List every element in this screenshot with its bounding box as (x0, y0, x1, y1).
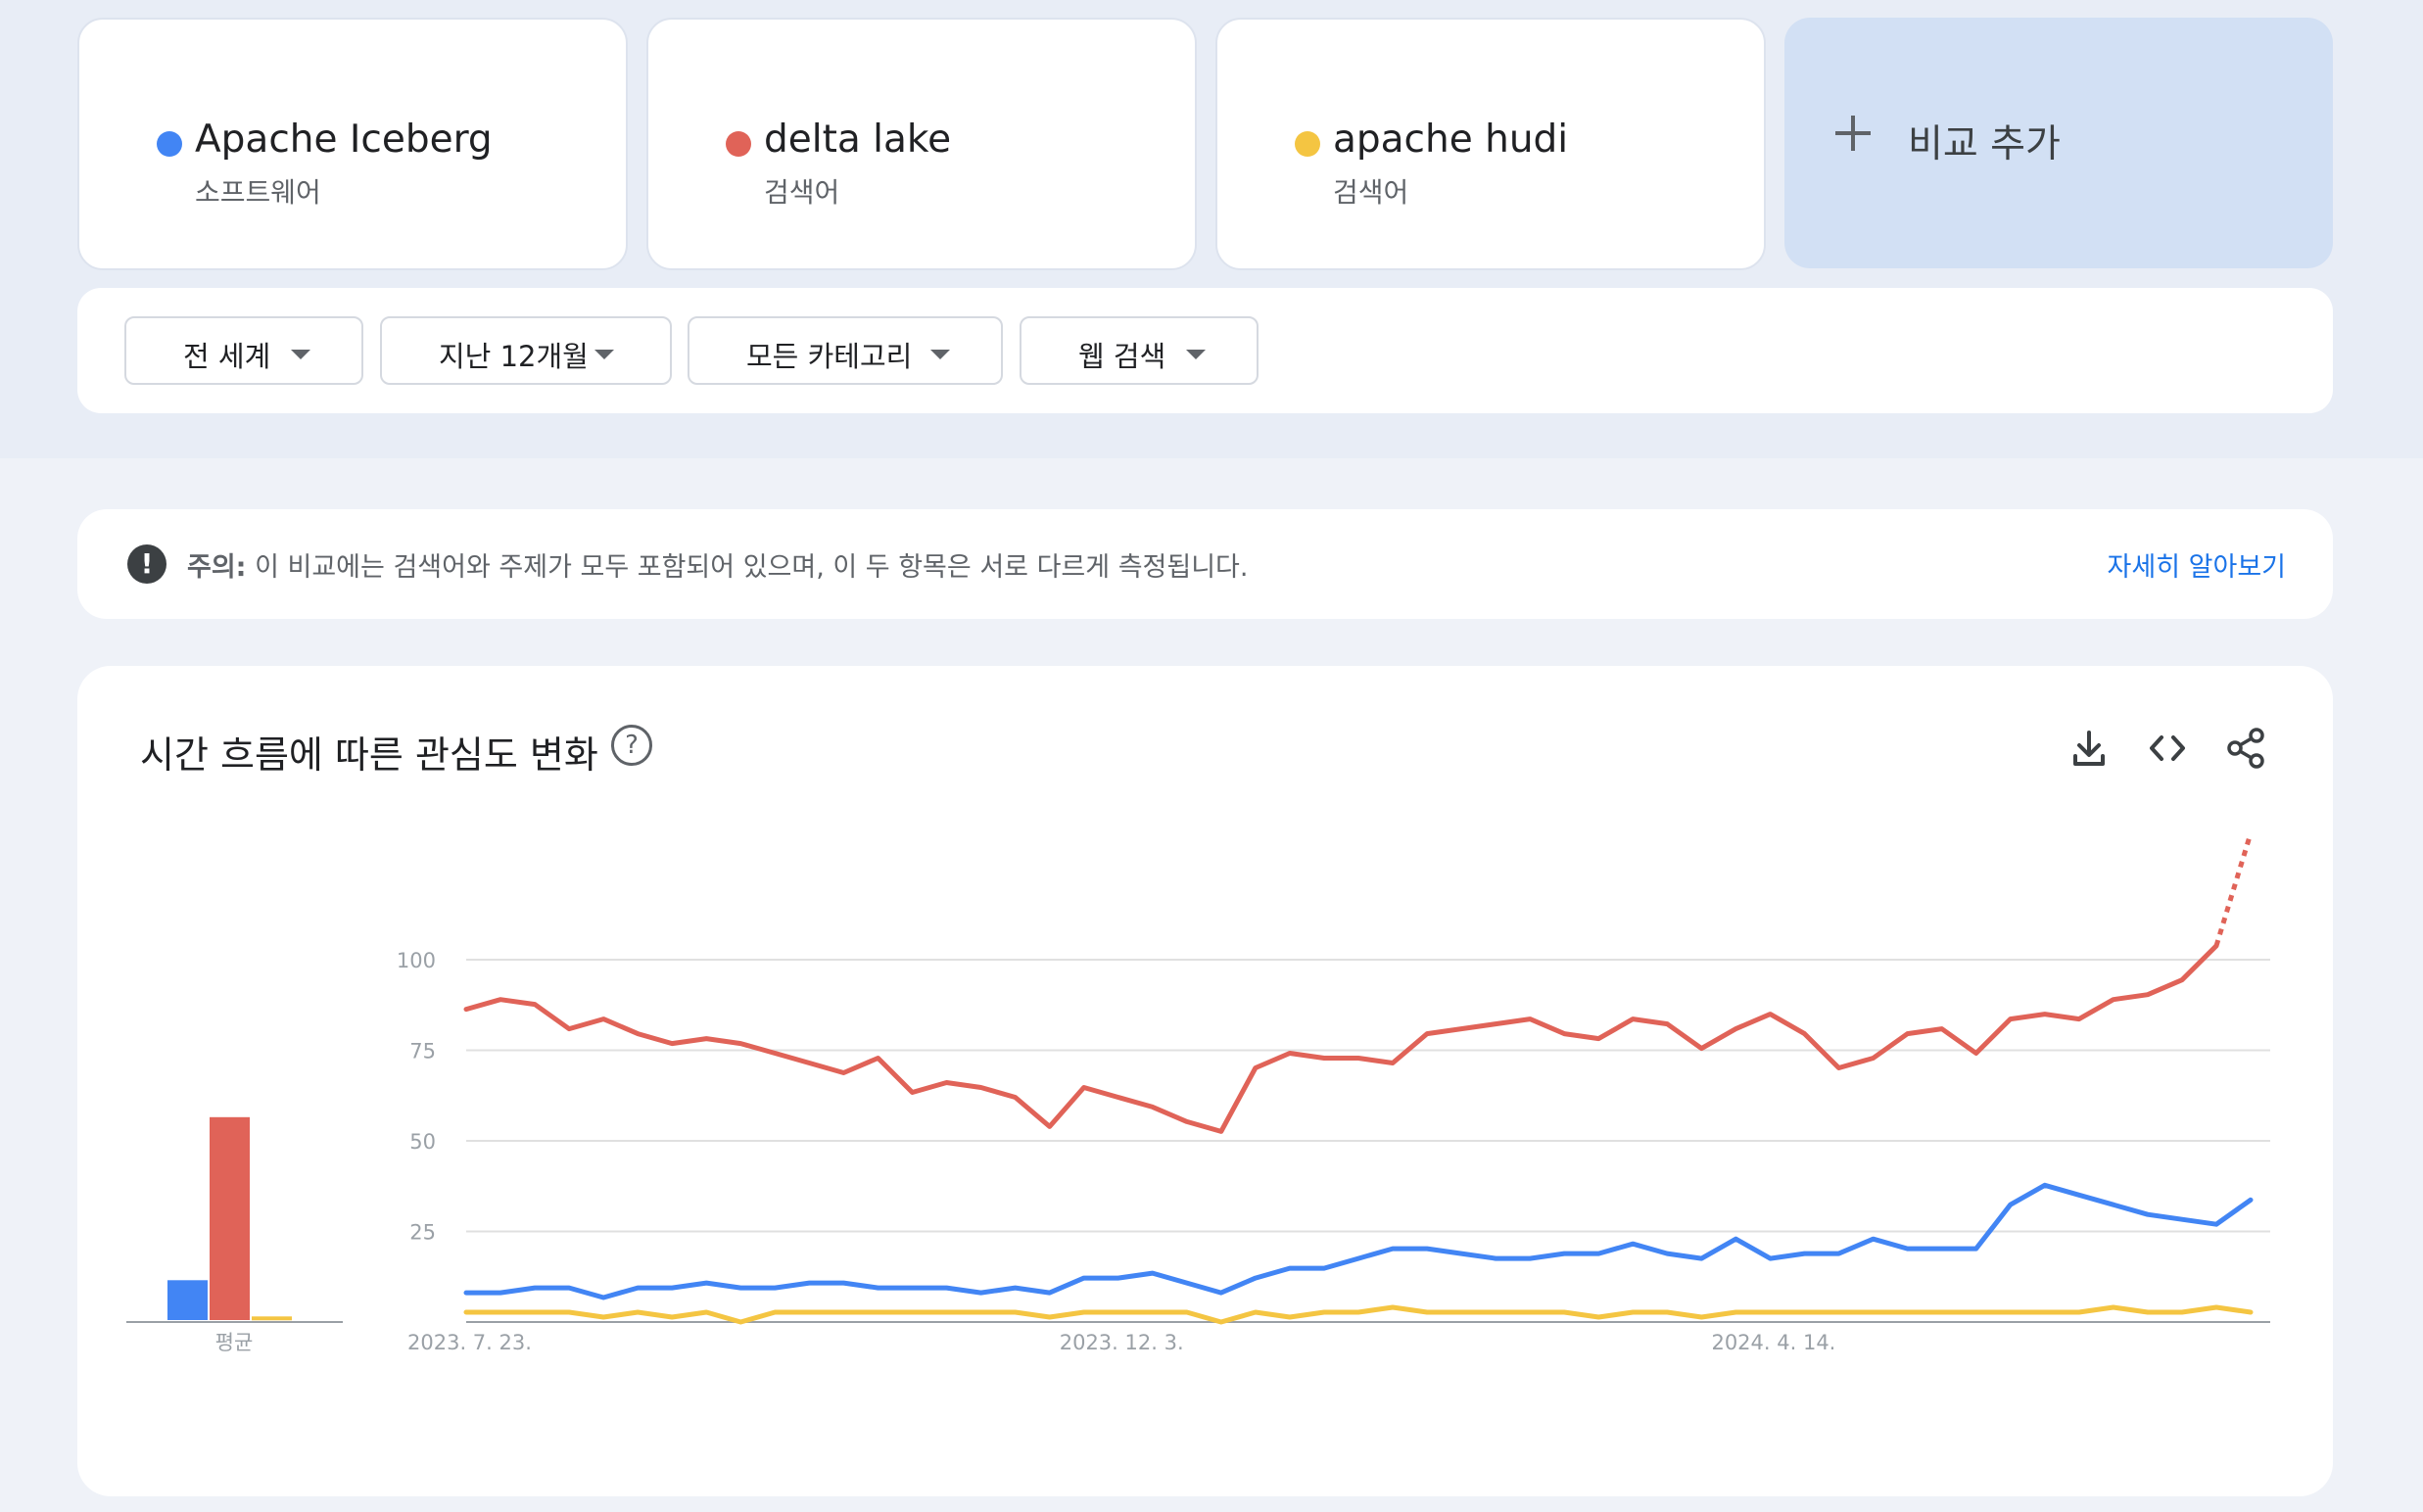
y-tick-label: 25 (409, 1221, 436, 1245)
average-bar (252, 1316, 292, 1321)
interest-over-time-card: 시간 흐름에 따른 관심도 변화 ? 25 50 75 100 2023. 7. 23.… (77, 666, 2333, 1496)
time-range-filter-dropdown[interactable]: 지난 12개월 (380, 316, 672, 385)
add-compare-label: 비교 추가 (1908, 122, 2061, 166)
help-icon[interactable]: ? (611, 725, 652, 766)
series-line (463, 943, 2219, 1134)
embed-code-icon[interactable] (2144, 725, 2191, 772)
y-tick-label: 100 (397, 949, 436, 972)
chevron-down-icon (594, 350, 614, 359)
add-compare-button[interactable]: 비교 추가 (1784, 18, 2333, 268)
term-card-apache-hudi[interactable]: apache hudi 검색어 (1215, 18, 1766, 270)
filter-label: 모든 카테고리 (746, 340, 913, 373)
chevron-down-icon (1186, 350, 1206, 359)
comparison-notice: ! 주의: 이 비교에는 검색어와 주제가 모두 포함되어 있으며, 이 두 항… (77, 509, 2333, 619)
term-card-delta-lake[interactable]: delta lake 검색어 (646, 18, 1197, 270)
average-bar (210, 1116, 250, 1320)
term-type: 검색어 (1333, 176, 1409, 209)
term-type: 검색어 (764, 176, 840, 209)
notice-message: 이 비교에는 검색어와 주제가 모두 포함되어 있으며, 이 두 항목은 서로 … (255, 552, 1249, 583)
series-partial-segment (2213, 832, 2254, 947)
notice-prefix: 주의: (187, 552, 247, 583)
filter-label: 전 세계 (183, 340, 271, 373)
series-color-dot (157, 131, 182, 157)
search-type-filter-dropdown[interactable]: 웹 검색 (1020, 316, 1259, 385)
plus-icon (1833, 114, 1873, 153)
learn-more-link[interactable]: 자세히 알아보기 (2107, 552, 2286, 583)
series-color-dot (726, 131, 751, 157)
chevron-down-icon (930, 350, 950, 359)
term-name: Apache Iceberg (195, 118, 493, 162)
series-line (463, 1182, 2254, 1300)
x-tick-label: 2023. 7. 23. (407, 1331, 532, 1354)
filter-label: 웹 검색 (1078, 340, 1166, 373)
share-icon[interactable] (2222, 725, 2269, 772)
interest-chart: 25 50 75 100 2023. 7. 23. 2023. 12. 3. 2024. 4… (126, 832, 2270, 1354)
filter-bar: 전 세계 지난 12개월 모든 카테고리 웹 검색 (77, 288, 2333, 413)
y-tick-label: 75 (409, 1040, 436, 1063)
term-card-apache-iceberg[interactable]: Apache Iceberg 소프트웨어 (77, 18, 628, 270)
x-tick-label: 2023. 12. 3. (1060, 1331, 1184, 1354)
filter-label: 지난 12개월 (439, 340, 589, 373)
term-name: apache hudi (1333, 118, 1569, 162)
series-color-dot (1295, 131, 1320, 157)
chart-title: 시간 흐름에 따른 관심도 변화 (140, 733, 598, 777)
y-tick-label: 50 (409, 1130, 436, 1154)
term-name: delta lake (764, 118, 952, 162)
average-bar (167, 1280, 208, 1320)
chevron-down-icon (291, 350, 310, 359)
region-filter-dropdown[interactable]: 전 세계 (124, 316, 363, 385)
term-type: 소프트웨어 (195, 176, 321, 209)
download-icon[interactable] (2066, 725, 2113, 772)
series-line (463, 1304, 2254, 1325)
x-tick-label: 2024. 4. 14. (1711, 1331, 1835, 1354)
exclamation-icon: ! (127, 544, 166, 584)
notice-text: 주의: 이 비교에는 검색어와 주제가 모두 포함되어 있으며, 이 두 항목은… (187, 545, 1248, 584)
average-label: 평균 (215, 1331, 254, 1354)
category-filter-dropdown[interactable]: 모든 카테고리 (688, 316, 1003, 385)
